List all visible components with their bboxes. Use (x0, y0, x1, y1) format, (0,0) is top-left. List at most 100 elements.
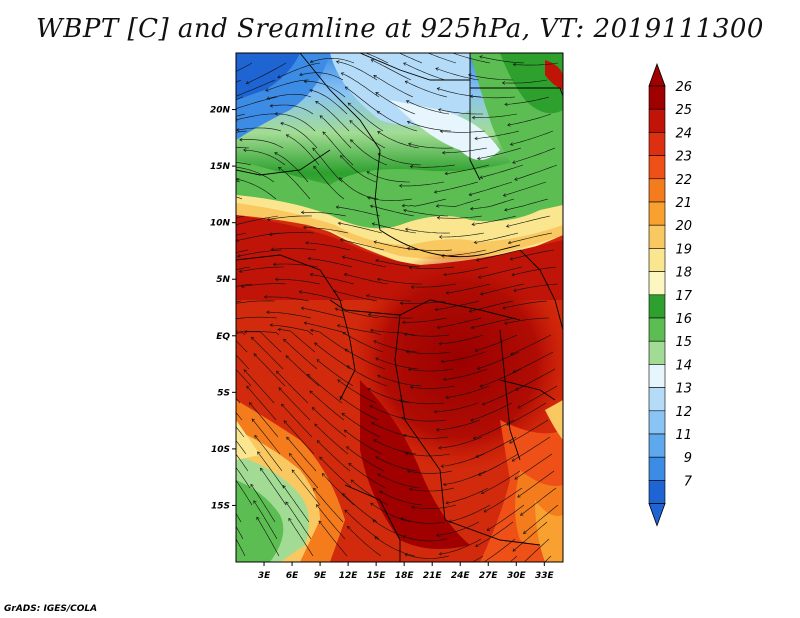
y-tick-label: 10N (210, 219, 231, 229)
streamline (349, 120, 386, 149)
streamline (374, 536, 416, 557)
streamline (236, 354, 250, 370)
streamline (236, 525, 244, 540)
streamline (434, 181, 479, 193)
streamline (275, 279, 321, 285)
streamline-arrowhead (404, 80, 409, 84)
streamline (254, 435, 283, 472)
colorbar-segment (648, 364, 666, 388)
streamline-arrowhead (507, 122, 511, 127)
streamline (313, 166, 345, 200)
streamline-arrowhead (480, 490, 485, 494)
streamline (270, 104, 314, 115)
streamline (236, 332, 246, 336)
streamline (236, 300, 276, 304)
streamline (342, 256, 387, 268)
streamline (286, 436, 317, 472)
streamline (504, 198, 549, 211)
streamline (513, 62, 559, 66)
streamline (236, 426, 245, 438)
streamline (336, 61, 378, 81)
streamline (246, 62, 287, 84)
streamline (346, 446, 385, 472)
streamline-arrowhead (374, 536, 378, 540)
colorbar-segment (648, 108, 666, 133)
streamline (236, 178, 277, 200)
streamline-arrowhead (433, 190, 438, 194)
streamline (520, 487, 557, 516)
streamline (474, 130, 520, 139)
streamline (509, 419, 549, 444)
streamline (441, 453, 485, 467)
streamline (475, 334, 518, 352)
streamline (342, 493, 378, 523)
streamline-arrowhead (285, 355, 289, 359)
streamline-arrowhead (348, 463, 352, 467)
streamline (341, 413, 381, 438)
colorbar: 26 25 24 23 22 21 20 19 18 17 16 15 14 13 12 11 9 7 (648, 62, 693, 527)
streamline (348, 463, 387, 489)
streamline (377, 278, 422, 285)
streamline (313, 488, 344, 523)
grads-credit: GrADS: IGES/COLA (4, 604, 98, 614)
streamline-arrowhead (343, 272, 348, 277)
streamline-arrowhead (204, 149, 207, 152)
x-tick-label: 33E (535, 571, 555, 581)
streamline-arrowhead (504, 321, 508, 325)
colorbar-segment (648, 224, 666, 249)
streamline (510, 130, 554, 145)
streamline-arrowhead (236, 330, 238, 334)
streamline-arrowhead (479, 563, 482, 566)
streamline-arrowhead (350, 139, 354, 143)
streamline (344, 509, 380, 540)
streamline (478, 266, 523, 278)
streamline-arrowhead (505, 224, 510, 228)
colorbar-label: 16 (675, 312, 692, 327)
streamline-arrowhead (203, 137, 206, 140)
streamline (250, 484, 276, 523)
streamline (404, 333, 450, 337)
streamline-arrowhead (309, 59, 314, 64)
streamline (267, 215, 313, 220)
streamline-arrowhead (307, 256, 311, 261)
streamline-arrowhead (438, 235, 443, 239)
streamline-arrowhead (196, 177, 199, 180)
colorbar-segment (648, 410, 666, 435)
streamline (510, 249, 555, 260)
colorbar-segment (648, 178, 666, 203)
streamline-arrowhead (375, 258, 379, 263)
streamline-arrowhead (277, 75, 281, 79)
y-tick-label: 15N (210, 162, 231, 172)
streamline (314, 342, 352, 370)
streamline-arrowhead (441, 150, 446, 155)
streamline (301, 212, 347, 217)
streamline-arrowhead (269, 103, 274, 108)
colorbar-segment (648, 480, 666, 504)
streamline-arrowhead (434, 307, 438, 312)
streamline (239, 139, 284, 149)
streamline-arrowhead (207, 161, 210, 164)
colorbar-segment (648, 294, 666, 319)
colorbar-segment (648, 201, 666, 226)
colorbar-segment (648, 271, 666, 296)
streamline (236, 249, 249, 253)
streamline-arrowhead (511, 272, 515, 277)
streamline (375, 259, 421, 268)
streamline (366, 171, 410, 183)
streamline (482, 385, 524, 405)
colorbar-label: 18 (675, 266, 692, 281)
streamline (273, 263, 319, 268)
streamline (278, 387, 311, 421)
streamline-arrowhead (369, 405, 373, 409)
streamline-arrowhead (285, 134, 290, 138)
streamline-arrowhead (260, 467, 264, 472)
streamline-arrowhead (436, 216, 441, 220)
streamline-arrowhead (408, 142, 412, 147)
streamline (265, 79, 310, 92)
streamline (405, 228, 451, 234)
streamline-arrowhead (341, 255, 346, 260)
streamline-arrowhead (274, 277, 279, 282)
streamline (308, 258, 353, 268)
streamline-arrowhead (222, 435, 225, 438)
